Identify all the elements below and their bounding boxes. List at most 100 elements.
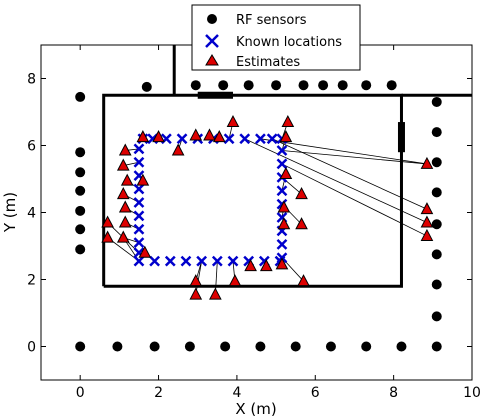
legend-estimate-icon — [205, 54, 219, 66]
estimate-point — [420, 215, 434, 228]
known-location-point — [211, 255, 223, 267]
legend-known-icon — [205, 34, 219, 48]
legend-label-known: Known locations — [236, 35, 342, 50]
known-location-point — [133, 183, 145, 195]
rf-sensor-point — [431, 127, 442, 138]
estimate-point — [189, 287, 203, 300]
x-tick-label: 8 — [389, 385, 398, 401]
known-location-point — [149, 255, 161, 267]
x-tick-label: 10 — [463, 385, 481, 401]
legend-sensor-icon — [207, 14, 217, 24]
rf-sensor-point — [141, 81, 152, 92]
estimate-point — [279, 130, 293, 143]
estimate-point — [281, 114, 295, 128]
rf-sensor-point — [220, 341, 231, 352]
link-line — [281, 150, 427, 165]
legend-box — [191, 4, 361, 71]
estimate-point — [244, 259, 257, 272]
legend-label-sensors: RF sensors — [236, 13, 307, 28]
estimate-point — [118, 215, 132, 228]
rf-sensor-point — [290, 341, 301, 352]
known-location-point — [239, 133, 251, 145]
rf-sensor-point — [149, 341, 160, 352]
known-location-point — [276, 238, 288, 250]
known-location-point — [276, 185, 288, 197]
estimate-point — [189, 274, 203, 287]
estimate-point — [152, 130, 165, 143]
y-axis-label: Y (m) — [1, 192, 19, 233]
known-location-point — [133, 143, 145, 155]
legend: RF sensors Known locations Estimates — [191, 4, 361, 71]
known-location-point — [133, 223, 145, 235]
x-tick-label: 2 — [154, 385, 163, 401]
y-tick-label: 0 — [27, 340, 36, 356]
link-line — [260, 138, 428, 165]
known-location-point — [196, 255, 208, 267]
rf-sensor-point — [218, 80, 229, 91]
legend-label-estimates: Estimates — [236, 55, 300, 70]
rf-sensor-point — [431, 157, 442, 168]
rf-sensor-point — [255, 341, 266, 352]
rf-sensors — [75, 80, 442, 352]
estimate-point — [171, 143, 185, 156]
rf-sensor-point — [431, 311, 442, 322]
link-line — [272, 138, 428, 210]
estimate-point — [209, 287, 222, 300]
estimate-point — [116, 186, 130, 200]
estimate-point — [118, 143, 132, 156]
estimate-point — [101, 230, 114, 243]
rf-sensor-point — [271, 80, 282, 91]
rf-sensor-point — [386, 80, 397, 91]
x-tick-label: 6 — [311, 385, 320, 401]
y-tick-label: 2 — [27, 273, 36, 289]
estimate-point — [203, 128, 216, 141]
rf-sensor-point — [431, 96, 442, 107]
rf-sensor-point — [396, 341, 407, 352]
known-locations — [133, 133, 288, 267]
y-tick-label: 6 — [27, 139, 36, 155]
rf-sensor-point — [431, 219, 442, 230]
known-location-point — [276, 145, 288, 156]
estimate-point — [228, 274, 242, 287]
rf-sensor-point — [75, 147, 86, 158]
rf-sensor-point — [361, 80, 372, 91]
estimate-point — [116, 230, 130, 243]
estimate-point — [420, 156, 434, 169]
known-location-point — [133, 156, 145, 168]
x-tick-label: 0 — [76, 385, 85, 401]
known-location-point — [255, 133, 266, 145]
x-tick-label: 4 — [232, 385, 241, 401]
estimate-point — [101, 215, 114, 228]
known-location-point — [133, 237, 145, 249]
walls — [102, 45, 472, 288]
estimate-point — [136, 173, 150, 186]
known-location-point — [227, 255, 239, 267]
rf-sensor-point — [75, 185, 86, 196]
rf-sensor-point — [337, 80, 348, 91]
estimate-point — [295, 217, 308, 230]
known-location-point — [133, 197, 145, 208]
rf-sensor-point — [431, 249, 442, 260]
known-location-point — [133, 210, 145, 222]
rf-sensor-point — [75, 341, 86, 352]
known-location-point — [164, 255, 176, 267]
link-line — [195, 261, 203, 295]
x-axis-label: X (m) — [235, 400, 276, 418]
known-location-point — [133, 255, 145, 267]
rf-sensor-point — [243, 80, 254, 91]
rf-sensor-point — [431, 279, 442, 290]
known-location-point — [276, 158, 288, 170]
link-line — [281, 163, 428, 237]
estimate-point — [136, 130, 150, 143]
y-ticks: 0 2 4 6 8 — [27, 72, 472, 356]
known-location-point — [266, 133, 278, 145]
estimate-point — [420, 202, 434, 215]
estimate-point — [189, 128, 203, 141]
estimate-point — [277, 217, 291, 230]
rf-sensor-point — [75, 244, 86, 255]
estimate-point — [297, 274, 310, 287]
rf-sensor-point — [112, 341, 123, 352]
x-ticks: 0 2 4 6 8 10 — [76, 45, 481, 401]
known-location-point — [176, 133, 188, 145]
